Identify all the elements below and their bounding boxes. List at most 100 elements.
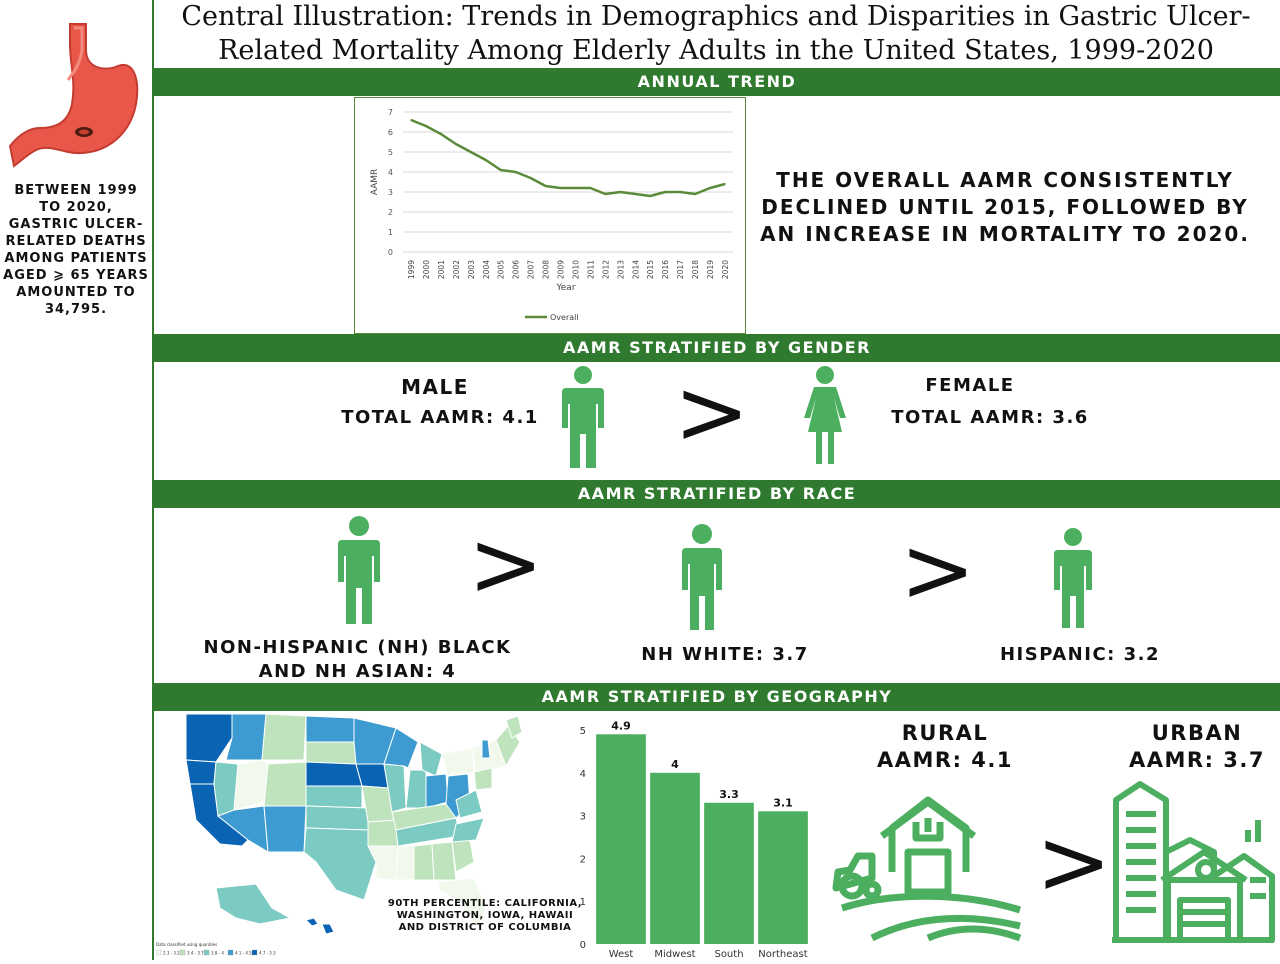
line-legend-label: Overall (550, 313, 579, 322)
line-xtick-label: 2015 (646, 260, 655, 279)
geo-comparator: > (1036, 810, 1112, 915)
line-xtick-label: 2010 (571, 260, 580, 279)
annual-trend-chart: 0 1 2 3 4 5 6 7 1999 2000 2001 2002 2003 2004 2005 2006… (354, 97, 746, 334)
race-hispanic-label: HISPANIC: 3.2 (999, 644, 1161, 665)
line-xtick-label: 2019 (706, 260, 715, 279)
line-point (589, 187, 592, 189)
line-point (574, 187, 577, 189)
map-note-line3: AND DISTRICT OF COLUMBIA (398, 922, 572, 933)
line-ylabel: AAMR (370, 169, 380, 196)
male-icon (562, 366, 604, 468)
line-point (410, 119, 412, 121)
line-ytick-label: 1 (388, 228, 393, 237)
race-black-asian-line1: NON-HISPANIC (NH) BLACK (203, 637, 512, 658)
bar-west (596, 734, 646, 944)
map-legend-label: 4.1 - 4.5 (235, 951, 252, 956)
urban-buildings-icon (1112, 781, 1275, 943)
line-ytick-label: 2 (388, 208, 393, 217)
bar-northeast (758, 811, 808, 944)
line-point (499, 169, 502, 171)
line-xtick-label: 2004 (482, 260, 491, 279)
line-point (604, 193, 607, 195)
sidebar-summary: BETWEEN 1999 TO 2020, GASTRIC ULCER-RELA… (3, 183, 149, 317)
bar-category-label: South (714, 949, 743, 960)
line-xtick-label: 2009 (557, 260, 566, 279)
bar-ytick-label: 4 (580, 769, 586, 780)
bar-category-label: West (609, 949, 634, 960)
line-point (440, 133, 442, 135)
page-title: Central Illustration: Trends in Demograp… (181, 1, 1251, 66)
gender-comparator: > (674, 360, 750, 465)
urban-label: URBAN AAMR: 3.7 (1108, 720, 1280, 774)
race-comparator-1: > (468, 512, 544, 617)
line-xtick-label: 2018 (691, 260, 700, 279)
line-xtick-label: 2001 (437, 260, 446, 279)
line-chart-svg: 0 1 2 3 4 5 6 7 1999 2000 2001 2002 2003 2004 2005 2006… (370, 108, 733, 322)
line-xtick-label: 2013 (616, 260, 625, 279)
line-point (470, 151, 472, 153)
band-gender: AAMR STRATIFIED BY GENDER (154, 334, 1280, 362)
line-ytick-label: 7 (388, 108, 393, 117)
trend-statement: THE OVERALL AAMR CONSISTENTLY DECLINED U… (760, 168, 1250, 246)
bar-ytick-label: 1 (580, 897, 586, 908)
bar-value-label: 3.1 (773, 796, 793, 809)
map-note-line2: WASHINGTON, IOWA, HAWAII (396, 910, 574, 921)
line-series-overall (410, 118, 726, 198)
bar-value-label: 3.3 (719, 788, 739, 801)
line-ytick-label: 0 (388, 248, 393, 257)
line-point (425, 125, 427, 127)
line-point (649, 195, 652, 197)
line-point (679, 191, 681, 193)
rural-line1: RURAL (901, 721, 989, 745)
race-black-asian-label: NON-HISPANIC (NH) BLACK AND NH ASIAN: 4 (200, 636, 515, 684)
line-xtick-label: 2002 (452, 260, 461, 279)
line-xtick-label: 2003 (467, 260, 476, 279)
us-map: Data classified using quantiles 2.3 - 3.… (155, 712, 582, 960)
race-comparator-2: > (900, 518, 976, 623)
map-percentile-note: 90TH PERCENTILE: CALIFORNIA, WASHINGTON,… (380, 898, 590, 934)
band-geography: AAMR STRATIFIED BY GEOGRAPHY (154, 683, 1280, 711)
band-annual-trend: ANNUAL TREND (154, 68, 1280, 96)
farm-barn-icon (832, 796, 1022, 942)
male-label: MALE (401, 375, 469, 399)
us-choropleth-map: Data classified using quantiles 2.3 - 3.… (155, 713, 523, 956)
rural-label: RURAL AAMR: 4.1 (855, 720, 1035, 774)
map-legend-swatch (179, 949, 186, 956)
bar-ytick-label: 2 (580, 854, 586, 865)
bar-value-label: 4 (671, 758, 679, 771)
bar-south (704, 802, 754, 944)
line-xtick-label: 1999 (407, 260, 416, 279)
bar-ytick-label: 0 (580, 940, 586, 951)
line-xtick-label: 2005 (497, 260, 506, 279)
map-legend-title: Data classified using quantiles (156, 942, 217, 947)
map-legend: 2.3 - 3.2 3.4 - 3.7 3.8 - 4 4.1 - 4.5 4.7 - … (155, 949, 276, 956)
line-point (455, 143, 457, 145)
race-white-icon (682, 524, 722, 630)
left-divider (152, 0, 154, 960)
line-xtick-label: 2000 (422, 260, 431, 279)
bar-midwest (650, 772, 700, 944)
line-point (694, 193, 696, 195)
line-point (514, 171, 517, 173)
line-point (619, 191, 622, 193)
female-icon (804, 366, 846, 464)
race-hispanic-icon (1054, 528, 1092, 628)
race-black-asian-icon (338, 516, 380, 624)
line-ytick-label: 4 (388, 168, 393, 177)
race-white-label: NH WHITE: 3.7 (641, 644, 809, 665)
stomach-icon (8, 23, 139, 168)
line-point (634, 193, 637, 195)
line-xtick-label: 2017 (676, 260, 685, 279)
line-point (709, 187, 711, 189)
male-aamr: TOTAL AAMR: 4.1 (341, 407, 539, 428)
line-ytick-label: 3 (388, 188, 393, 197)
line-xtick-label: 2012 (601, 260, 610, 279)
race-black-asian-line2: AND NH ASIAN: 4 (258, 661, 457, 682)
line-xtick-label: 2007 (527, 260, 536, 279)
line-xtick-label: 2014 (631, 260, 640, 279)
line-xtick-label: 2016 (661, 260, 670, 279)
map-legend-swatch (251, 949, 258, 956)
bar-category-label: Northeast (758, 949, 807, 960)
urban-line2: AAMR: 3.7 (1129, 748, 1265, 772)
map-legend-label: 4.7 - 5.3 (259, 951, 276, 956)
